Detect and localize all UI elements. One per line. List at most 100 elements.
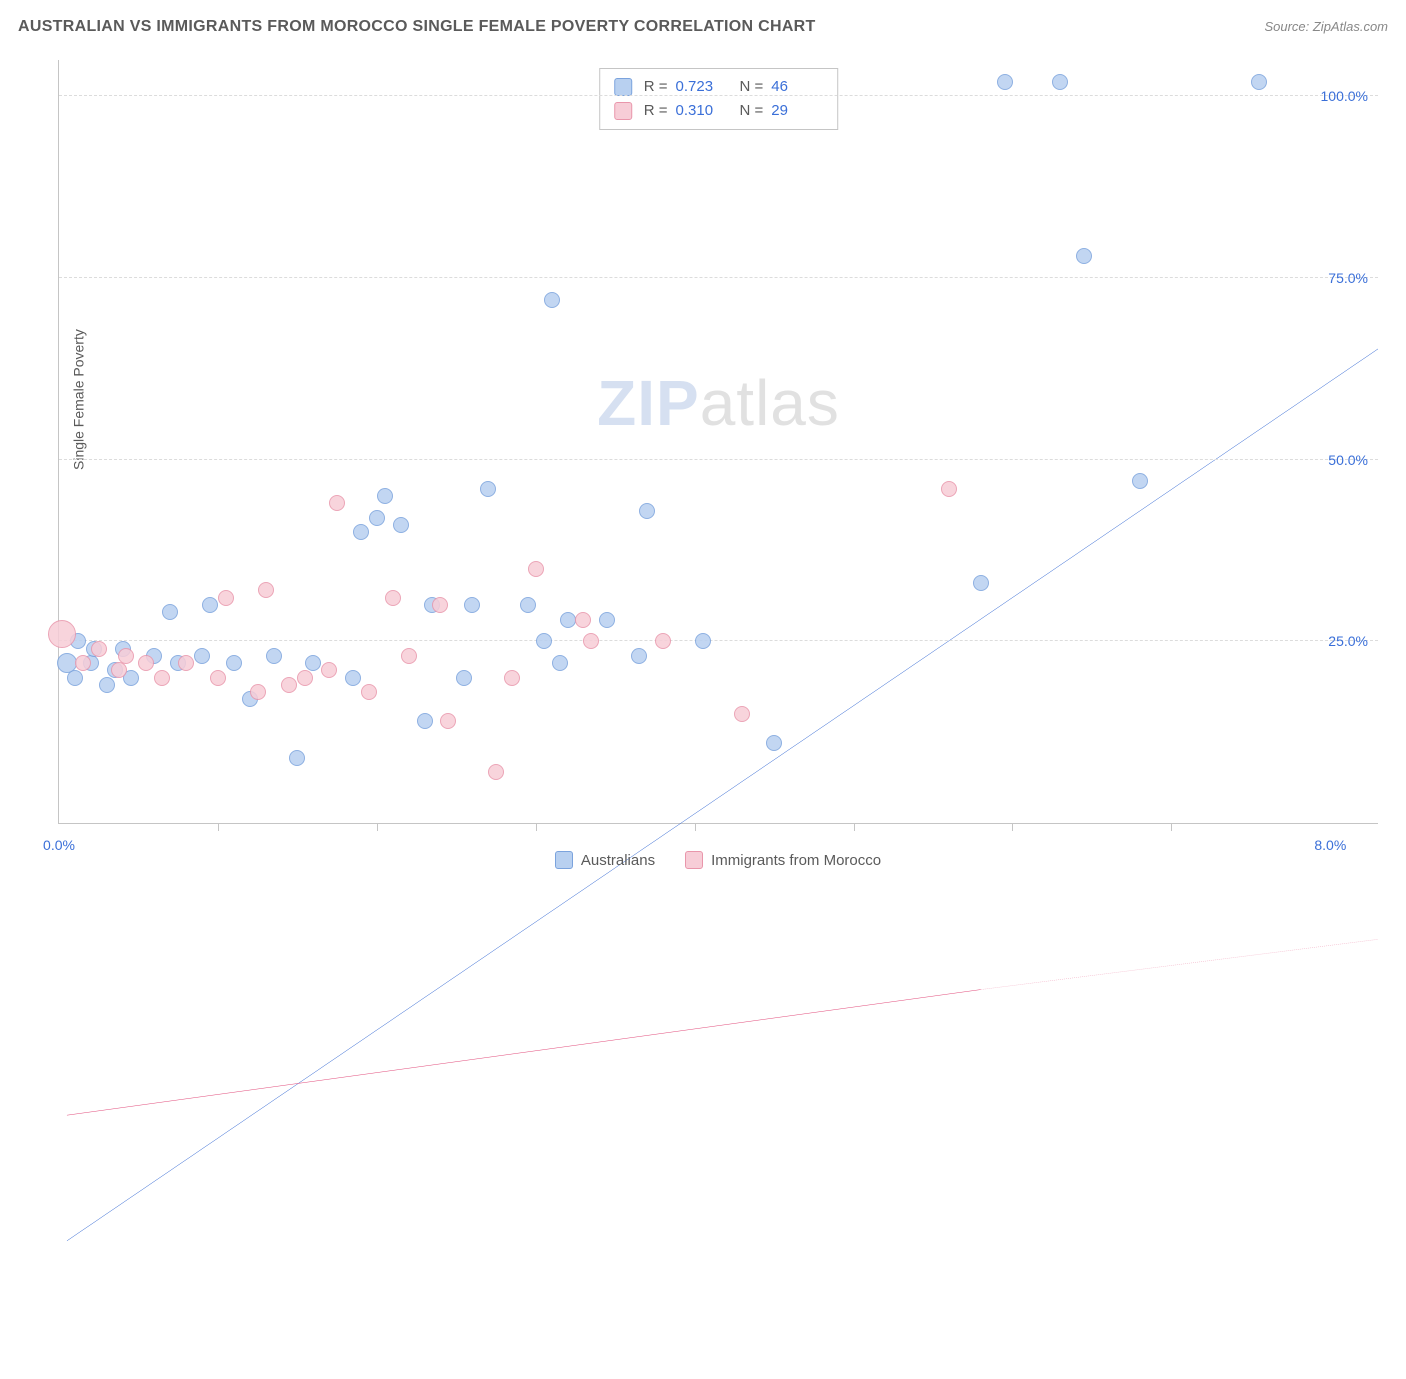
data-point — [583, 633, 599, 649]
trend-line — [67, 990, 981, 1116]
data-point — [599, 612, 615, 628]
stats-row: R = 0.310 N = 29 — [614, 99, 824, 123]
data-point — [464, 597, 480, 613]
header: AUSTRALIAN VS IMMIGRANTS FROM MOROCCO SI… — [18, 18, 1388, 36]
x-tick — [854, 823, 855, 831]
data-point — [456, 670, 472, 686]
data-point — [377, 488, 393, 504]
data-point — [440, 713, 456, 729]
data-point — [575, 612, 591, 628]
data-point — [1076, 248, 1092, 264]
plot-area: ZIPatlas R =0.723N =46R =0.310N =29 25.0… — [58, 60, 1378, 824]
data-point — [118, 648, 134, 664]
data-point — [695, 633, 711, 649]
data-point — [560, 612, 576, 628]
data-point — [432, 597, 448, 613]
data-point — [536, 633, 552, 649]
y-tick-label: 100.0% — [1321, 88, 1368, 104]
data-point — [504, 670, 520, 686]
r-label: R = — [644, 99, 668, 123]
data-point — [1052, 74, 1068, 90]
data-point — [393, 517, 409, 533]
data-point — [210, 670, 226, 686]
series-swatch — [614, 102, 632, 120]
data-point — [520, 597, 536, 613]
n-value: 29 — [771, 99, 823, 123]
plot-wrapper: ZIPatlas R =0.723N =46R =0.310N =29 25.0… — [58, 60, 1378, 824]
data-point — [973, 575, 989, 591]
x-tick — [1012, 823, 1013, 831]
data-point — [528, 561, 544, 577]
data-point — [138, 655, 154, 671]
data-point — [266, 648, 282, 664]
data-point — [99, 677, 115, 693]
data-point — [361, 684, 377, 700]
gridline — [59, 459, 1378, 460]
y-tick-label: 75.0% — [1328, 270, 1368, 286]
stats-legend: R =0.723N =46R =0.310N =29 — [599, 68, 839, 130]
data-point — [353, 524, 369, 540]
legend-label: Immigrants from Morocco — [711, 852, 881, 869]
data-point — [639, 503, 655, 519]
watermark-part2: atlas — [700, 367, 840, 439]
gridline — [59, 95, 1378, 96]
data-point — [218, 590, 234, 606]
series-swatch — [614, 78, 632, 96]
data-point — [289, 750, 305, 766]
data-point — [305, 655, 321, 671]
data-point — [552, 655, 568, 671]
chart-container: Single Female Poverty ZIPatlas R =0.723N… — [18, 50, 1388, 874]
trend-line — [67, 349, 1378, 1241]
data-point — [480, 481, 496, 497]
trend-line-extrapolated — [981, 939, 1378, 989]
data-point — [1251, 74, 1267, 90]
x-tick — [536, 823, 537, 831]
chart-title: AUSTRALIAN VS IMMIGRANTS FROM MOROCCO SI… — [18, 18, 816, 36]
data-point — [417, 713, 433, 729]
data-point — [1132, 473, 1148, 489]
data-point — [941, 481, 957, 497]
data-point — [997, 74, 1013, 90]
x-tick — [695, 823, 696, 831]
data-point — [321, 662, 337, 678]
watermark: ZIPatlas — [597, 366, 840, 440]
data-point — [734, 706, 750, 722]
trend-lines — [59, 60, 1378, 1379]
legend-label: Australians — [581, 852, 655, 869]
data-point — [162, 604, 178, 620]
x-tick — [377, 823, 378, 831]
data-point — [91, 641, 107, 657]
r-value: 0.310 — [676, 99, 728, 123]
data-point — [385, 590, 401, 606]
data-point — [178, 655, 194, 671]
data-point — [250, 684, 266, 700]
series-legend: Australians Immigrants from Morocco — [58, 851, 1378, 869]
y-tick-label: 25.0% — [1328, 633, 1368, 649]
data-point — [194, 648, 210, 664]
source-attribution: Source: ZipAtlas.com — [1264, 19, 1388, 34]
data-point — [631, 648, 647, 664]
data-point — [202, 597, 218, 613]
data-point — [258, 582, 274, 598]
data-point — [67, 670, 83, 686]
legend-swatch — [685, 851, 703, 869]
gridline — [59, 640, 1378, 641]
data-point — [75, 655, 91, 671]
data-point — [544, 292, 560, 308]
legend-item: Immigrants from Morocco — [685, 851, 881, 869]
n-label: N = — [740, 99, 764, 123]
data-point — [281, 677, 297, 693]
data-point — [369, 510, 385, 526]
data-point — [226, 655, 242, 671]
data-point — [488, 764, 504, 780]
data-point — [154, 670, 170, 686]
data-point — [766, 735, 782, 751]
y-tick-label: 50.0% — [1328, 452, 1368, 468]
data-point — [345, 670, 361, 686]
gridline — [59, 277, 1378, 278]
data-point — [48, 620, 76, 648]
data-point — [401, 648, 417, 664]
legend-swatch — [555, 851, 573, 869]
data-point — [297, 670, 313, 686]
legend-item: Australians — [555, 851, 655, 869]
